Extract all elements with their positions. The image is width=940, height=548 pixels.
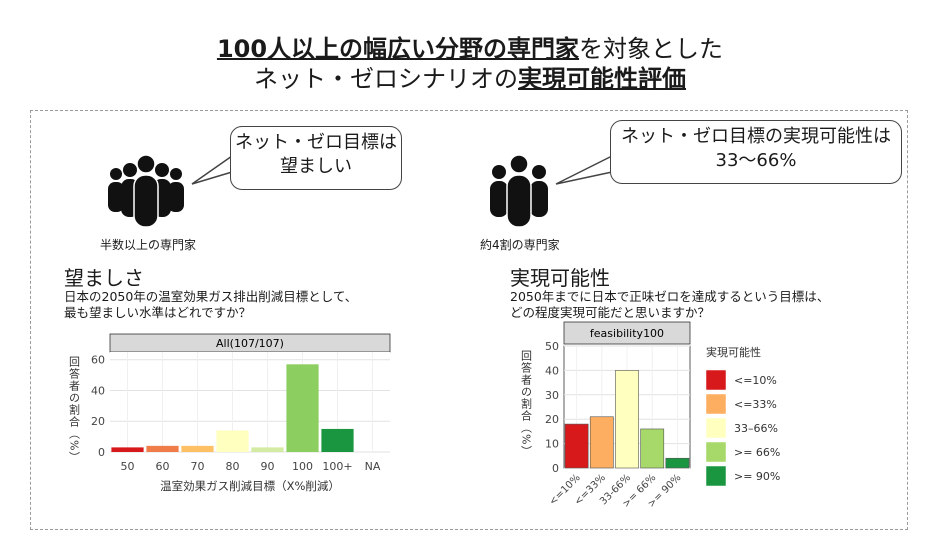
feasibility-chart: feasibility10001020304050<=10%<=33%33-66… bbox=[520, 321, 780, 510]
left-heading: 望ましさ bbox=[64, 266, 144, 290]
content-frame bbox=[30, 110, 908, 530]
right-question-line-2: どの程度実現可能だと思いますか？ bbox=[510, 305, 711, 320]
bar bbox=[589, 416, 614, 469]
legend-label: <=10% bbox=[734, 374, 777, 387]
left-people-caption: 半数以上の専門家 bbox=[100, 238, 197, 252]
y-tick-label: 0 bbox=[98, 446, 105, 459]
title-line-2: ネット・ゼロシナリオの実現可能性評価 bbox=[0, 64, 940, 94]
right-people-caption: 約4割の専門家 bbox=[480, 238, 560, 252]
bar bbox=[181, 445, 214, 452]
y-tick-label: 0 bbox=[552, 462, 559, 475]
left-bubble-tail bbox=[191, 155, 233, 185]
legend-swatch bbox=[705, 465, 727, 487]
y-tick-label: 50 bbox=[545, 340, 559, 353]
x-tick-label: 70 bbox=[191, 460, 205, 473]
legend-swatch bbox=[705, 393, 727, 415]
x-tick-label: 90 bbox=[261, 460, 275, 473]
y-tick-label: 40 bbox=[91, 384, 105, 397]
left-question-line-1: 日本の2050年の温室効果ガス排出削減目標として、 bbox=[64, 289, 358, 304]
bar bbox=[665, 457, 690, 469]
y-tick-label: 20 bbox=[545, 413, 559, 426]
legend-label: >= 90% bbox=[734, 470, 780, 483]
right-speech-bubble: ネット・ゼロ目標の実現可能性は 33～66% bbox=[610, 120, 902, 184]
right-bubble-line-1: ネット・ゼロ目標の実現可能性は bbox=[621, 126, 891, 147]
title-line-1: 100人以上の幅広い分野の専門家を対象とした bbox=[0, 34, 940, 64]
people-group-icon bbox=[108, 154, 184, 228]
y-axis-label: 回答者の割合（%） bbox=[520, 350, 533, 458]
bar bbox=[640, 428, 665, 469]
left-question: 日本の2050年の温室効果ガス排出削減目標として、 最も望ましい水準はどれですか… bbox=[64, 289, 357, 321]
title-line-1-rest: を対象とした bbox=[579, 35, 724, 63]
legend-label: 33–66% bbox=[734, 422, 778, 435]
bar bbox=[251, 447, 284, 452]
legend-title: 実現可能性 bbox=[706, 345, 761, 359]
title-line-1-bold: 100人以上の幅広い分野の専門家 bbox=[216, 35, 580, 63]
y-tick-label: 40 bbox=[545, 364, 559, 377]
bar bbox=[615, 370, 639, 469]
left-question-line-2: 最も望ましい水準はどれですか？ bbox=[64, 305, 252, 320]
panel-title: All(107/107) bbox=[216, 337, 284, 350]
x-tick-label: 80 bbox=[226, 460, 240, 473]
y-tick-label: 30 bbox=[545, 389, 559, 402]
legend-swatch bbox=[705, 417, 727, 439]
x-tick-label: NA bbox=[365, 460, 381, 473]
bar bbox=[286, 364, 319, 452]
desirability-chart: All(107/107) 0 20 40 60 50 60 70 80 90 100 100+ NA 回答… bbox=[68, 333, 391, 493]
x-axis-label: 温室効果ガス削減目標（X%削減） bbox=[160, 479, 340, 493]
legend-swatch bbox=[705, 369, 727, 391]
title-line-2-bold: 実現可能性評価 bbox=[518, 65, 686, 93]
y-axis-label: 回答者の割合（%） bbox=[68, 356, 81, 464]
right-question: 2050年までに日本で正味ゼロを達成するという目標は、 どの程度実現可能だと思い… bbox=[510, 289, 829, 321]
bar bbox=[321, 428, 354, 452]
x-tick-label: 100 bbox=[292, 460, 313, 473]
left-bubble-line-2: 望ましい bbox=[280, 156, 352, 177]
left-speech-bubble: ネット・ゼロ目標は 望ましい bbox=[230, 126, 402, 190]
panel-title: feasibility100 bbox=[590, 327, 664, 340]
title-line-2-plain: ネット・ゼロシナリオの bbox=[254, 65, 518, 93]
x-tick-label: 100+ bbox=[322, 460, 352, 473]
bar bbox=[216, 430, 249, 452]
bar bbox=[111, 447, 144, 452]
bar bbox=[146, 445, 179, 452]
people-group-icon bbox=[490, 154, 548, 228]
x-tick-label: 60 bbox=[156, 460, 170, 473]
y-tick-label: 10 bbox=[545, 438, 559, 451]
left-bubble-line-1: ネット・ゼロ目標は bbox=[235, 132, 397, 153]
legend-label: >= 66% bbox=[734, 446, 780, 459]
legend-label: <=33% bbox=[734, 398, 777, 411]
x-tick-label: 50 bbox=[121, 460, 135, 473]
bar bbox=[564, 423, 589, 469]
legend-swatch bbox=[705, 441, 727, 463]
right-heading: 実現可能性 bbox=[510, 266, 610, 290]
right-question-line-1: 2050年までに日本で正味ゼロを達成するという目標は、 bbox=[510, 289, 830, 304]
panel-strip bbox=[563, 321, 691, 345]
y-tick-label: 60 bbox=[91, 354, 105, 367]
right-bubble-line-2: 33～66% bbox=[715, 150, 797, 171]
y-tick-label: 20 bbox=[91, 415, 105, 428]
right-bubble-tail bbox=[555, 155, 613, 185]
